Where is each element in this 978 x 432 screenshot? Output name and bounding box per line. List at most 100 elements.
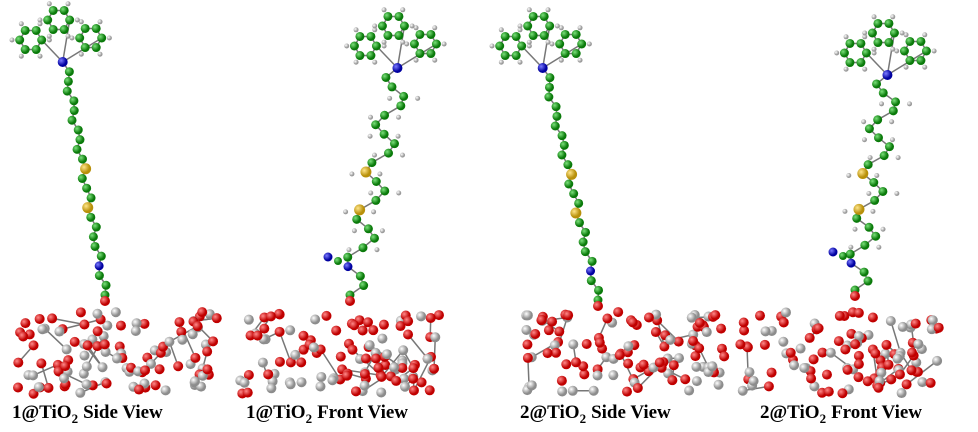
atom	[83, 340, 93, 350]
atom	[98, 362, 108, 372]
atom	[82, 361, 92, 371]
atom	[243, 388, 253, 398]
atom	[886, 374, 896, 384]
atom	[545, 73, 554, 82]
atom	[400, 382, 410, 392]
atom	[174, 317, 184, 327]
atom	[13, 358, 23, 368]
atom	[845, 39, 854, 48]
atom	[370, 234, 379, 243]
atom	[934, 323, 944, 333]
atom	[253, 331, 263, 341]
atom	[371, 196, 380, 205]
atom	[890, 14, 895, 19]
atom	[886, 316, 896, 326]
atom	[890, 29, 899, 38]
atom	[854, 359, 864, 369]
atom	[102, 379, 112, 389]
formula: 2@TiO	[760, 402, 820, 423]
atom	[760, 340, 770, 350]
atom	[881, 227, 886, 232]
atom	[66, 34, 71, 39]
atom	[70, 337, 80, 347]
atom	[9, 38, 14, 43]
atom	[890, 137, 895, 142]
atom	[43, 383, 53, 393]
atom	[19, 54, 24, 59]
atom	[240, 378, 250, 388]
atom	[575, 218, 584, 227]
atom	[906, 365, 916, 375]
atom	[527, 7, 532, 12]
atom	[316, 372, 326, 382]
view: Side View	[83, 402, 163, 423]
atom	[275, 357, 285, 367]
atom	[557, 151, 566, 160]
atom	[350, 42, 359, 51]
atom	[655, 357, 665, 367]
atom	[847, 259, 856, 268]
atom	[382, 7, 387, 12]
atom	[36, 358, 46, 368]
atom	[835, 311, 845, 321]
atom	[884, 360, 894, 370]
atom	[623, 341, 633, 351]
atom	[49, 25, 58, 34]
atom	[131, 326, 141, 336]
atom	[112, 354, 122, 364]
atom	[834, 336, 844, 346]
atom	[839, 252, 847, 260]
atom	[893, 354, 903, 364]
atom	[879, 88, 888, 97]
atom	[739, 317, 749, 327]
atom	[65, 67, 74, 76]
atom	[602, 314, 612, 324]
atom	[342, 371, 352, 381]
atom	[346, 247, 351, 252]
atom	[364, 224, 373, 233]
atom	[870, 209, 875, 214]
atom	[334, 257, 342, 265]
atom	[845, 58, 854, 67]
atom	[512, 51, 521, 60]
atom	[579, 238, 588, 247]
atom	[880, 151, 889, 160]
atom	[68, 116, 77, 125]
atom	[916, 37, 925, 46]
atom	[926, 378, 936, 388]
atom	[81, 24, 90, 33]
atom	[351, 386, 361, 396]
atom	[861, 119, 866, 124]
atom	[873, 115, 882, 124]
atom	[345, 296, 355, 306]
atom	[557, 376, 567, 386]
atom	[862, 67, 867, 72]
atom	[382, 349, 392, 359]
atom	[394, 31, 403, 40]
atom	[852, 214, 861, 223]
atom	[578, 58, 583, 63]
atom	[193, 321, 203, 331]
atom	[530, 329, 540, 339]
atom	[822, 370, 832, 380]
atom	[343, 253, 352, 262]
atom	[529, 12, 538, 21]
molecules	[0, 0, 978, 400]
atom	[517, 24, 522, 29]
atom	[20, 318, 30, 328]
atom	[850, 339, 860, 349]
atom	[197, 307, 207, 317]
atom	[75, 135, 84, 144]
view: Side View	[591, 402, 671, 423]
atom	[285, 325, 295, 335]
atom	[298, 331, 308, 341]
atom	[853, 372, 863, 382]
atom	[403, 316, 413, 326]
atom	[70, 106, 79, 115]
atom	[829, 248, 838, 257]
atom	[572, 30, 581, 39]
atom	[547, 317, 557, 327]
atom	[615, 350, 625, 360]
atom	[244, 315, 254, 325]
atom	[368, 325, 378, 335]
